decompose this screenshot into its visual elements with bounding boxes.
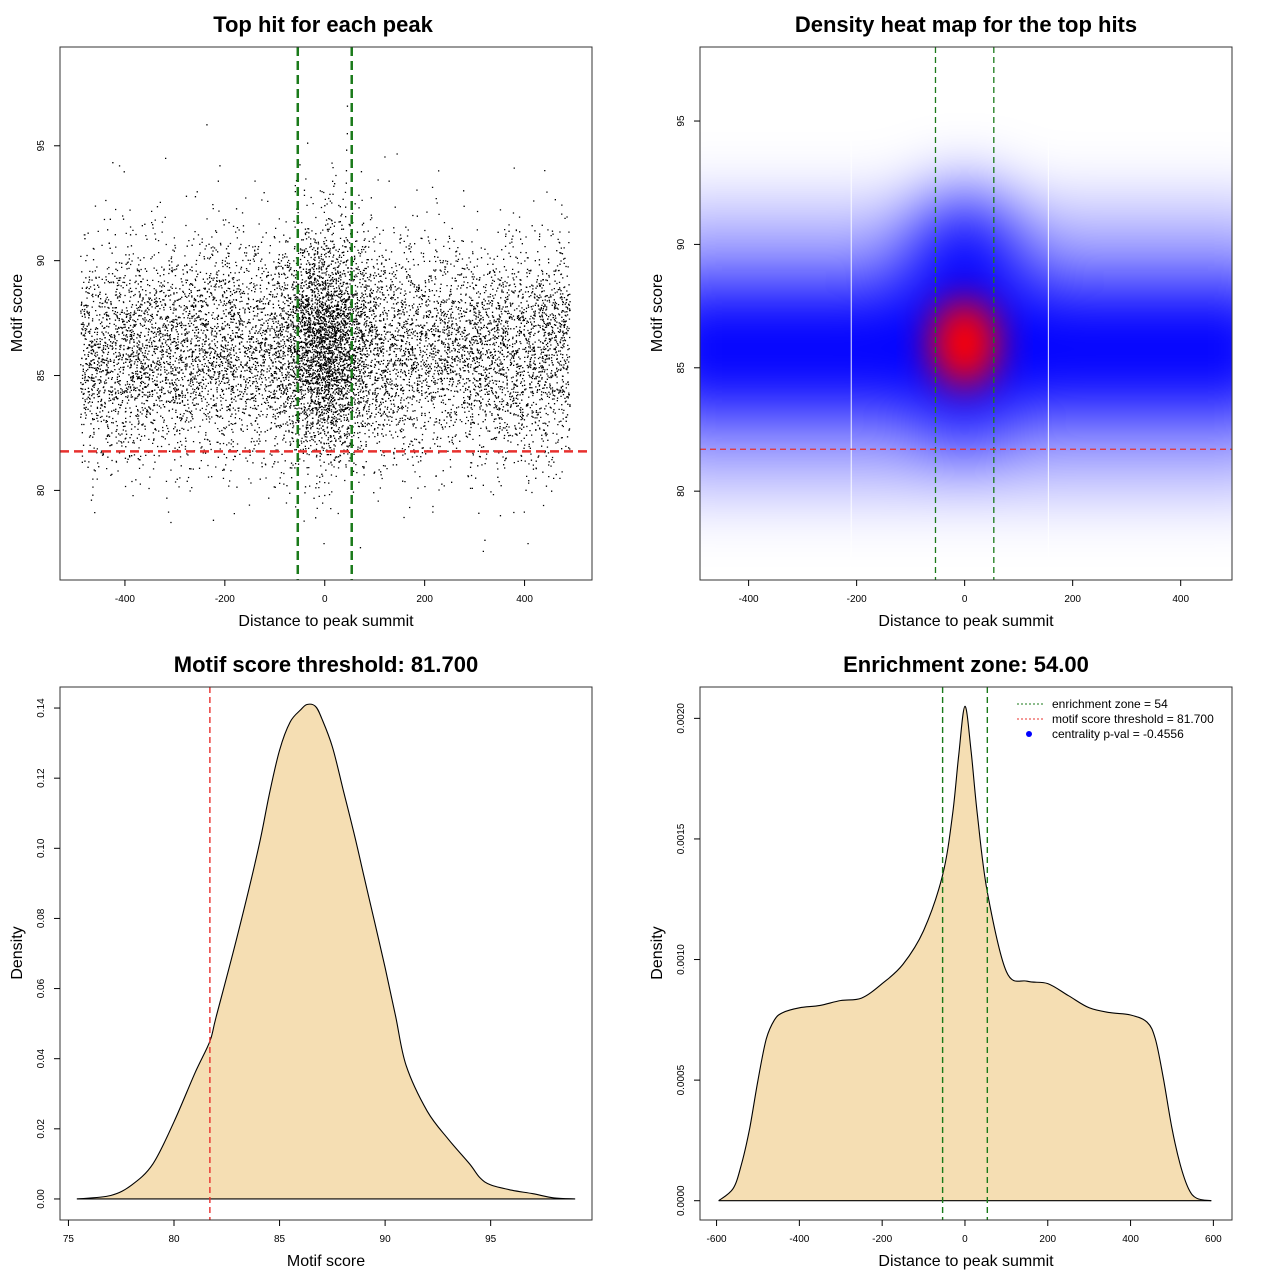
y-tick-label: 95: [676, 115, 687, 127]
legend-swatch-centrality-pval: [1026, 731, 1032, 737]
x-tick-label: 200: [1039, 1234, 1056, 1245]
panel-title: Top hit for each peak: [213, 12, 433, 37]
y-tick-label: 85: [36, 370, 47, 382]
x-tick-label: 400: [1122, 1234, 1139, 1245]
density-curve: [718, 705, 1212, 1202]
y-tick-label: 80: [36, 484, 47, 496]
y-tick-label: 80: [676, 485, 687, 497]
density-fill: [718, 706, 1212, 1201]
x-tick-label: 200: [416, 594, 433, 605]
x-tick-label: -400: [739, 594, 759, 605]
x-tick-label: -200: [872, 1234, 892, 1245]
reference-lines: [700, 47, 1232, 580]
reference-lines: [941, 687, 989, 1220]
density-curve: [76, 703, 576, 1200]
heatmap-density: [700, 47, 1232, 580]
y-tick-label: 0.12: [36, 768, 47, 788]
plot-frame: [59, 46, 593, 581]
x-axis: -600 -400 -200 0 200 400 600: [707, 1220, 1222, 1245]
y-tick-label: 0.02: [36, 1119, 47, 1139]
panel-density-heatmap: Density heat map for the top hits -400 -2…: [649, 12, 1233, 630]
x-axis: -400 -200 0 200 400: [739, 580, 1189, 605]
legend: enrichment zone = 54 motif score thresho…: [1017, 697, 1214, 741]
x-tick-label: 400: [516, 594, 533, 605]
plot-frame: [699, 46, 1233, 581]
y-tick-label: 0.0020: [676, 703, 687, 734]
y-tick-label: 90: [36, 255, 47, 267]
x-tick-label: 80: [168, 1234, 180, 1245]
y-tick-label: 0.04: [36, 1049, 47, 1069]
x-tick-label: 95: [485, 1234, 497, 1245]
legend-label-centrality-pval: centrality p-val = -0.4556: [1052, 727, 1184, 741]
y-tick-label: 0.06: [36, 978, 47, 998]
x-tick-label: -400: [115, 594, 135, 605]
x-tick-label: 0: [962, 594, 968, 605]
x-tick-label: -600: [707, 1234, 727, 1245]
y-tick-label: 95: [36, 140, 47, 152]
x-tick-label: 400: [1172, 594, 1189, 605]
panel-motif-score-density: Motif score threshold: 81.700 75 80 85 90 95…: [9, 652, 593, 1270]
y-tick-label: 0.0010: [676, 944, 687, 975]
legend-label-motif-threshold: motif score threshold = 81.700: [1052, 712, 1214, 726]
x-axis-label: Distance to peak summit: [238, 613, 414, 630]
plot-frame: [699, 686, 1233, 1221]
reference-lines: [60, 47, 592, 580]
x-axis-label: Motif score: [287, 1253, 365, 1270]
x-tick-label: 90: [380, 1234, 392, 1245]
panel-title: Density heat map for the top hits: [795, 12, 1137, 37]
x-axis-label: Distance to peak summit: [878, 1253, 1054, 1270]
y-tick-label: 90: [676, 238, 687, 250]
x-tick-label: -400: [789, 1234, 809, 1245]
x-axis-label: Distance to peak summit: [878, 613, 1054, 630]
density-area: [718, 705, 1212, 1202]
y-tick-label: 0.14: [36, 698, 47, 718]
density-area: [76, 703, 576, 1200]
y-tick-label: 85: [676, 362, 687, 374]
x-tick-label: -200: [215, 594, 235, 605]
scatter-point-cloud: [80, 105, 571, 553]
y-tick-label: 0.10: [36, 838, 47, 858]
y-axis-label: Motif score: [9, 274, 26, 352]
y-tick-label: 0.0005: [676, 1064, 687, 1095]
x-tick-label: 85: [274, 1234, 286, 1245]
x-tick-label: 75: [63, 1234, 75, 1245]
panel-top-hit-scatter: Top hit for each peak -400 -200 0 200 400 80…: [9, 12, 593, 630]
scatter-points: [80, 105, 571, 553]
y-axis: 80 85 90 95: [676, 115, 700, 497]
heatmap-red-core: [930, 299, 999, 388]
x-axis: -400 -200 0 200 400: [115, 580, 533, 605]
density-fill: [76, 704, 576, 1199]
x-tick-label: 0: [962, 1234, 968, 1245]
y-tick-label: 0.0015: [676, 823, 687, 854]
legend-label-enrichment-zone: enrichment zone = 54: [1052, 697, 1168, 711]
y-axis-label: Density: [649, 926, 666, 979]
x-tick-label: 200: [1064, 594, 1081, 605]
y-axis: 80 85 90 95: [36, 140, 60, 496]
y-tick-label: 0.08: [36, 908, 47, 928]
x-tick-label: 0: [322, 594, 328, 605]
x-tick-label: 600: [1205, 1234, 1222, 1245]
plot-frame: [59, 686, 593, 1221]
y-axis: 0.00 0.02 0.04 0.06 0.08 0.10 0.12 0.14: [36, 698, 60, 1209]
panel-enrichment-zone-density: Enrichment zone: 54.00 -600 -400 -200 0 200 4…: [649, 652, 1233, 1270]
y-axis-label: Motif score: [649, 274, 666, 352]
y-axis: 0.0000 0.0005 0.0010 0.0015 0.0020: [676, 703, 700, 1216]
x-axis: 75 80 85 90 95: [63, 1220, 497, 1245]
y-tick-label: 0.00: [36, 1189, 47, 1209]
y-axis-label: Density: [9, 926, 26, 979]
panel-title: Motif score threshold: 81.700: [174, 652, 478, 677]
panel-title: Enrichment zone: 54.00: [843, 652, 1089, 677]
y-tick-label: 0.0000: [676, 1185, 687, 1216]
x-tick-label: -200: [847, 594, 867, 605]
